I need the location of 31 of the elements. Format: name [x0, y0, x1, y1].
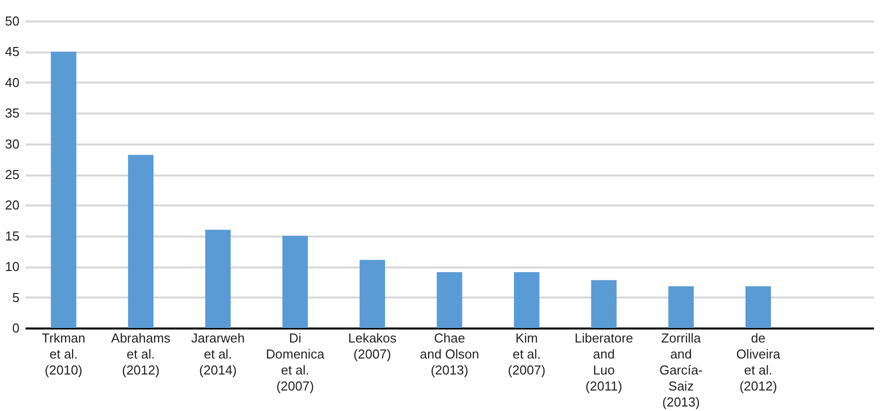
y-tick-label: 15 — [5, 228, 20, 244]
x-tick-label: de Oliveira et al. (2012) — [736, 330, 782, 394]
y-tick-label: 45 — [5, 44, 20, 60]
x-tick-label: Lekakos (2007) — [348, 330, 398, 362]
bar — [205, 230, 231, 328]
bar — [360, 260, 386, 328]
bar — [282, 236, 308, 328]
x-tick-label: Kim et al. (2007) — [508, 330, 546, 378]
bar — [50, 52, 76, 328]
y-tick-label: 10 — [5, 259, 20, 274]
x-tick-label: Chae and Olson (2013) — [420, 330, 480, 378]
bar — [745, 286, 771, 328]
x-tick-label: Jararweh et al. (2014) — [191, 330, 245, 378]
y-tick-label: 30 — [5, 136, 20, 152]
bar — [591, 280, 617, 328]
y-tick-label: 40 — [5, 74, 20, 90]
bar — [514, 272, 540, 328]
y-tick-label: 50 — [5, 14, 20, 28]
bar — [128, 154, 154, 328]
x-tick-label: Zorrilla and García- Saiz (2013) — [659, 330, 703, 410]
x-tick-label: Abrahams et al. (2012) — [111, 330, 171, 378]
y-tick-label: 35 — [5, 106, 20, 121]
bar — [436, 272, 462, 328]
y-tick-label: 20 — [5, 198, 20, 213]
x-tick-label: Liberatore and Luo (2011) — [574, 330, 634, 394]
y-tick-label: 0 — [12, 320, 20, 336]
y-tick-label: 5 — [12, 290, 20, 305]
bar — [668, 286, 694, 328]
y-tick-label: 25 — [5, 167, 20, 182]
x-tick-label: Di Domenica et al. (2007) — [266, 330, 326, 394]
x-tick-label: Trkman et al. (2010) — [42, 330, 86, 378]
